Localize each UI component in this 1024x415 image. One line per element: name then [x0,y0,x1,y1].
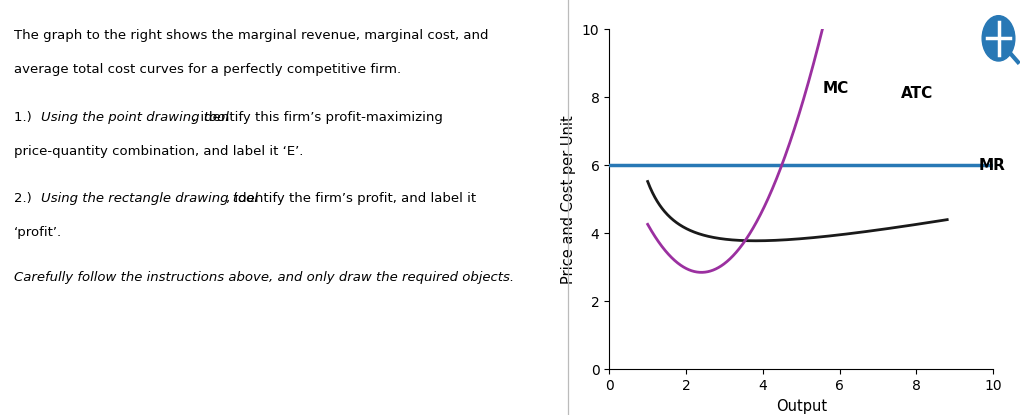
X-axis label: Output: Output [776,399,826,414]
Text: 1.): 1.) [14,111,36,124]
Text: ATC: ATC [901,86,933,101]
Text: Using the point drawing tool: Using the point drawing tool [41,111,229,124]
Text: Carefully follow the instructions above, and only draw the required objects.: Carefully follow the instructions above,… [14,271,514,284]
Circle shape [982,16,1015,61]
Text: average total cost curves for a perfectly competitive firm.: average total cost curves for a perfectl… [14,63,401,76]
Y-axis label: Price and Cost per Unit: Price and Cost per Unit [561,115,577,283]
Text: price-quantity combination, and label it ‘E’.: price-quantity combination, and label it… [14,145,303,158]
Text: MR: MR [979,158,1006,173]
Text: 2.): 2.) [14,193,36,205]
Text: The graph to the right shows the marginal revenue, marginal cost, and: The graph to the right shows the margina… [14,29,488,42]
Text: MC: MC [822,81,849,96]
Text: Using the rectangle drawing tool: Using the rectangle drawing tool [41,193,258,205]
Text: , identify the firm’s profit, and label it: , identify the firm’s profit, and label … [226,193,476,205]
Text: ‘profit’.: ‘profit’. [14,227,62,239]
Text: , identify this firm’s profit-maximizing: , identify this firm’s profit-maximizing [193,111,443,124]
